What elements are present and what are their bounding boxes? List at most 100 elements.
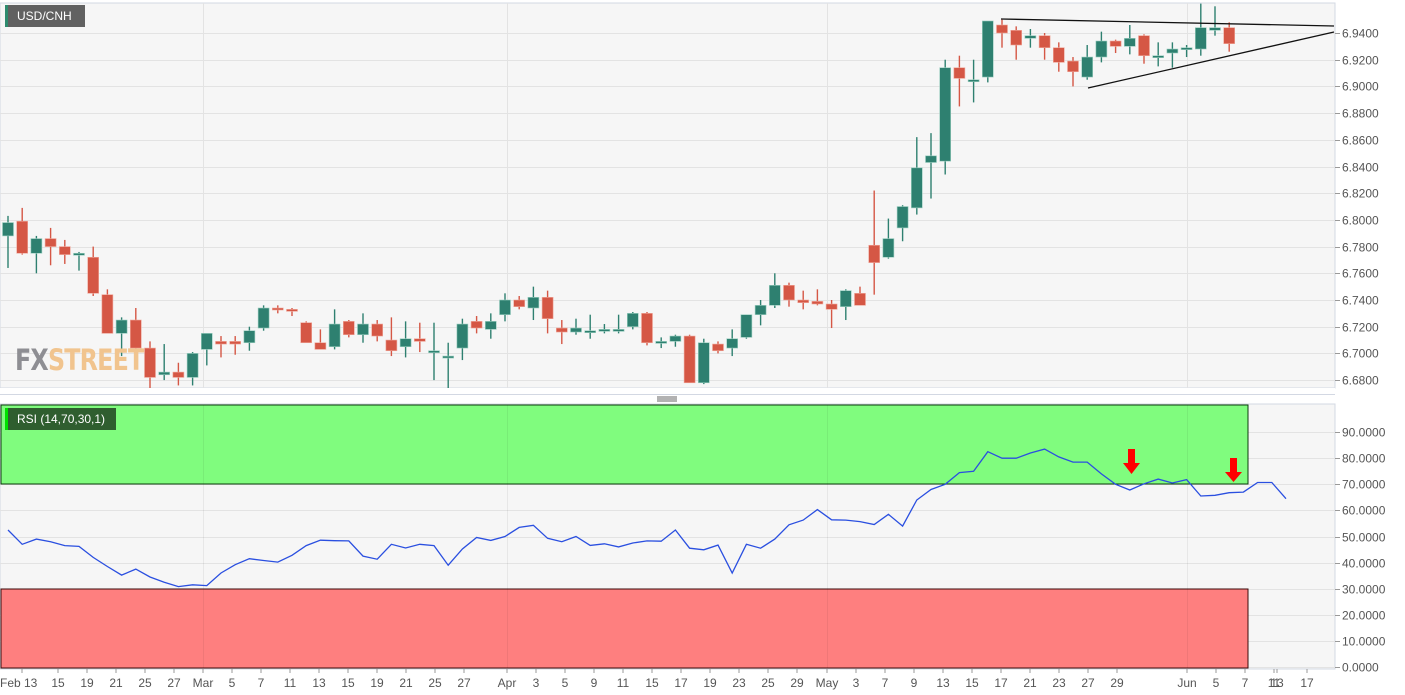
candle[interactable]: [768, 273, 781, 309]
candle[interactable]: [87, 246, 99, 296]
candle[interactable]: [158, 344, 170, 381]
candle[interactable]: [499, 293, 511, 322]
candle[interactable]: [30, 235, 43, 274]
candle[interactable]: [428, 322, 440, 381]
rsi-tick-label: 10.0000: [1342, 635, 1386, 649]
candle[interactable]: [697, 338, 710, 385]
candle[interactable]: [1195, 3, 1207, 56]
symbol-badge[interactable]: USD/CNH: [5, 5, 85, 27]
candle[interactable]: [839, 289, 852, 321]
candle[interactable]: [58, 239, 71, 264]
candle[interactable]: [1152, 42, 1164, 67]
candle[interactable]: [641, 312, 653, 346]
candle[interactable]: [584, 314, 597, 339]
candle[interactable]: [811, 289, 824, 306]
candle[interactable]: [868, 190, 881, 295]
candle[interactable]: [115, 317, 128, 357]
candle[interactable]: [1095, 31, 1108, 63]
candle[interactable]: [484, 313, 497, 339]
candle[interactable]: [1124, 24, 1136, 55]
candle[interactable]: [456, 318, 469, 361]
candle[interactable]: [73, 251, 85, 271]
candle[interactable]: [598, 324, 611, 334]
candle[interactable]: [754, 300, 767, 326]
panel-resize-handle[interactable]: [657, 396, 677, 402]
candle[interactable]: [16, 207, 29, 255]
candle[interactable]: [1223, 22, 1235, 52]
candle[interactable]: [300, 321, 313, 344]
candle[interactable]: [740, 314, 753, 339]
candle[interactable]: [1138, 34, 1150, 64]
candle[interactable]: [229, 336, 241, 355]
candle[interactable]: [712, 341, 724, 354]
candle[interactable]: [1081, 45, 1093, 80]
candle[interactable]: [896, 205, 909, 242]
candle[interactable]: [399, 321, 412, 358]
candle[interactable]: [1209, 6, 1221, 36]
candle[interactable]: [939, 59, 952, 175]
candle[interactable]: [215, 336, 227, 358]
candle[interactable]: [541, 290, 554, 334]
price-tick-label: 6.7200: [1342, 321, 1379, 335]
candle[interactable]: [825, 300, 838, 329]
candle[interactable]: [130, 308, 142, 350]
candle[interactable]: [1180, 45, 1193, 58]
candle[interactable]: [44, 227, 57, 266]
candle[interactable]: [385, 317, 398, 357]
candle[interactable]: [186, 352, 199, 386]
candle[interactable]: [996, 19, 1008, 48]
candle[interactable]: [342, 320, 355, 338]
candle[interactable]: [655, 337, 668, 349]
resistance-trendline[interactable]: [1000, 18, 1335, 27]
candle[interactable]: [371, 320, 384, 342]
candle[interactable]: [172, 362, 185, 386]
candle[interactable]: [612, 314, 625, 334]
candle[interactable]: [669, 334, 682, 347]
candle[interactable]: [314, 329, 327, 350]
candle[interactable]: [854, 286, 866, 306]
candle[interactable]: [981, 20, 994, 83]
rsi-line[interactable]: [7, 448, 1287, 588]
candle[interactable]: [513, 295, 526, 310]
candle[interactable]: [442, 342, 455, 391]
candle[interactable]: [925, 133, 937, 199]
candle[interactable]: [555, 320, 568, 345]
candle[interactable]: [286, 308, 298, 317]
candle[interactable]: [797, 290, 810, 310]
rsi-indicator-badge[interactable]: RSI (14,70,30,1): [5, 408, 116, 430]
candle[interactable]: [726, 329, 739, 357]
rsi-tick-label: 80.0000: [1342, 452, 1386, 466]
time-tick-label: 11: [617, 676, 630, 690]
candle[interactable]: [144, 341, 156, 389]
candle[interactable]: [626, 312, 639, 330]
candle[interactable]: [882, 218, 895, 259]
candle[interactable]: [413, 322, 426, 353]
candle[interactable]: [1038, 33, 1051, 60]
candle[interactable]: [243, 326, 256, 351]
candle[interactable]: [201, 333, 213, 366]
time-tick-label: 19: [370, 676, 384, 690]
price-panel[interactable]: [0, 2, 1336, 389]
candle[interactable]: [1067, 57, 1079, 87]
candle[interactable]: [783, 282, 795, 307]
candle[interactable]: [1053, 42, 1065, 72]
candle[interactable]: [1166, 42, 1179, 68]
candle[interactable]: [271, 305, 284, 314]
candle[interactable]: [357, 313, 369, 343]
candle[interactable]: [910, 137, 923, 215]
candle[interactable]: [527, 286, 540, 321]
candle[interactable]: [101, 289, 114, 334]
candle[interactable]: [257, 305, 270, 331]
candle[interactable]: [953, 55, 966, 107]
support-trendline[interactable]: [1087, 31, 1335, 89]
candle[interactable]: [1024, 28, 1037, 48]
candle[interactable]: [1010, 26, 1023, 60]
candle[interactable]: [328, 309, 341, 350]
candle[interactable]: [2, 215, 14, 268]
candle[interactable]: [470, 316, 483, 334]
candle[interactable]: [967, 59, 980, 103]
candle[interactable]: [1109, 39, 1122, 54]
candle[interactable]: [683, 334, 696, 384]
price-tick-label: 6.9000: [1342, 80, 1379, 94]
candle[interactable]: [570, 318, 582, 335]
